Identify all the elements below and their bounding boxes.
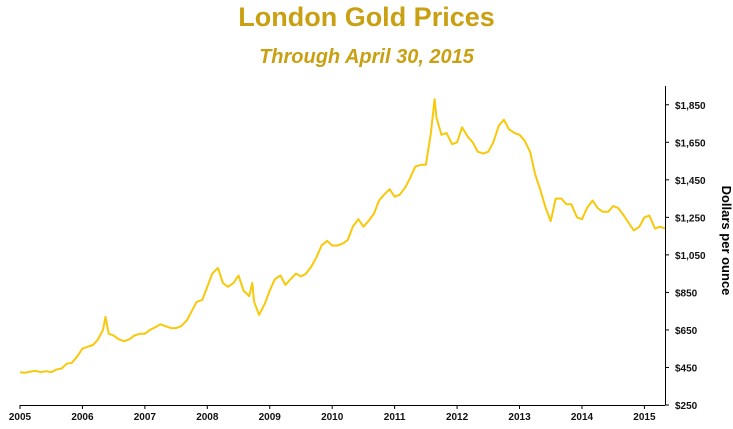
- y-tick-label: $250: [675, 401, 698, 412]
- y-axis-ticks: $250 $450 $650 $850 $1,050 $1,250 $1,450 $1,650…: [665, 101, 706, 412]
- y-tick-label: $450: [675, 363, 698, 374]
- x-tick-label: 2012: [446, 412, 469, 423]
- plot-area: [19, 98, 666, 374]
- x-tick-label: 2011: [384, 412, 406, 423]
- x-axis-ticks: 2005 2006 2007 2008 2009 2010 2011 2012 2013 2014…: [9, 405, 656, 423]
- x-tick-label: 2009: [259, 412, 282, 423]
- y-tick-label: $1,650: [675, 138, 706, 149]
- y-tick-label: $1,450: [675, 176, 706, 187]
- x-tick-label: 2005: [9, 412, 32, 423]
- y-tick-label: $1,850: [675, 101, 706, 112]
- y-tick-label: $1,250: [675, 213, 706, 224]
- x-tick-label: 2006: [71, 412, 94, 423]
- series-line-0: [19, 98, 666, 374]
- x-tick-label: 2007: [134, 412, 157, 423]
- x-tick-label: 2008: [196, 412, 219, 423]
- chart-subtitle: Through April 30, 2015: [259, 46, 474, 68]
- x-tick-label: 2013: [508, 412, 531, 423]
- y-axis-label: Dollars per ounce: [719, 186, 733, 296]
- x-tick-label: 2014: [571, 412, 594, 423]
- x-tick-label: 2010: [321, 412, 344, 423]
- y-tick-label: $1,050: [675, 251, 706, 262]
- x-tick-label: 2015: [633, 412, 656, 423]
- chart-title: London Gold Prices: [238, 2, 495, 32]
- y-tick-label: $850: [675, 288, 698, 299]
- y-tick-label: $650: [675, 326, 698, 337]
